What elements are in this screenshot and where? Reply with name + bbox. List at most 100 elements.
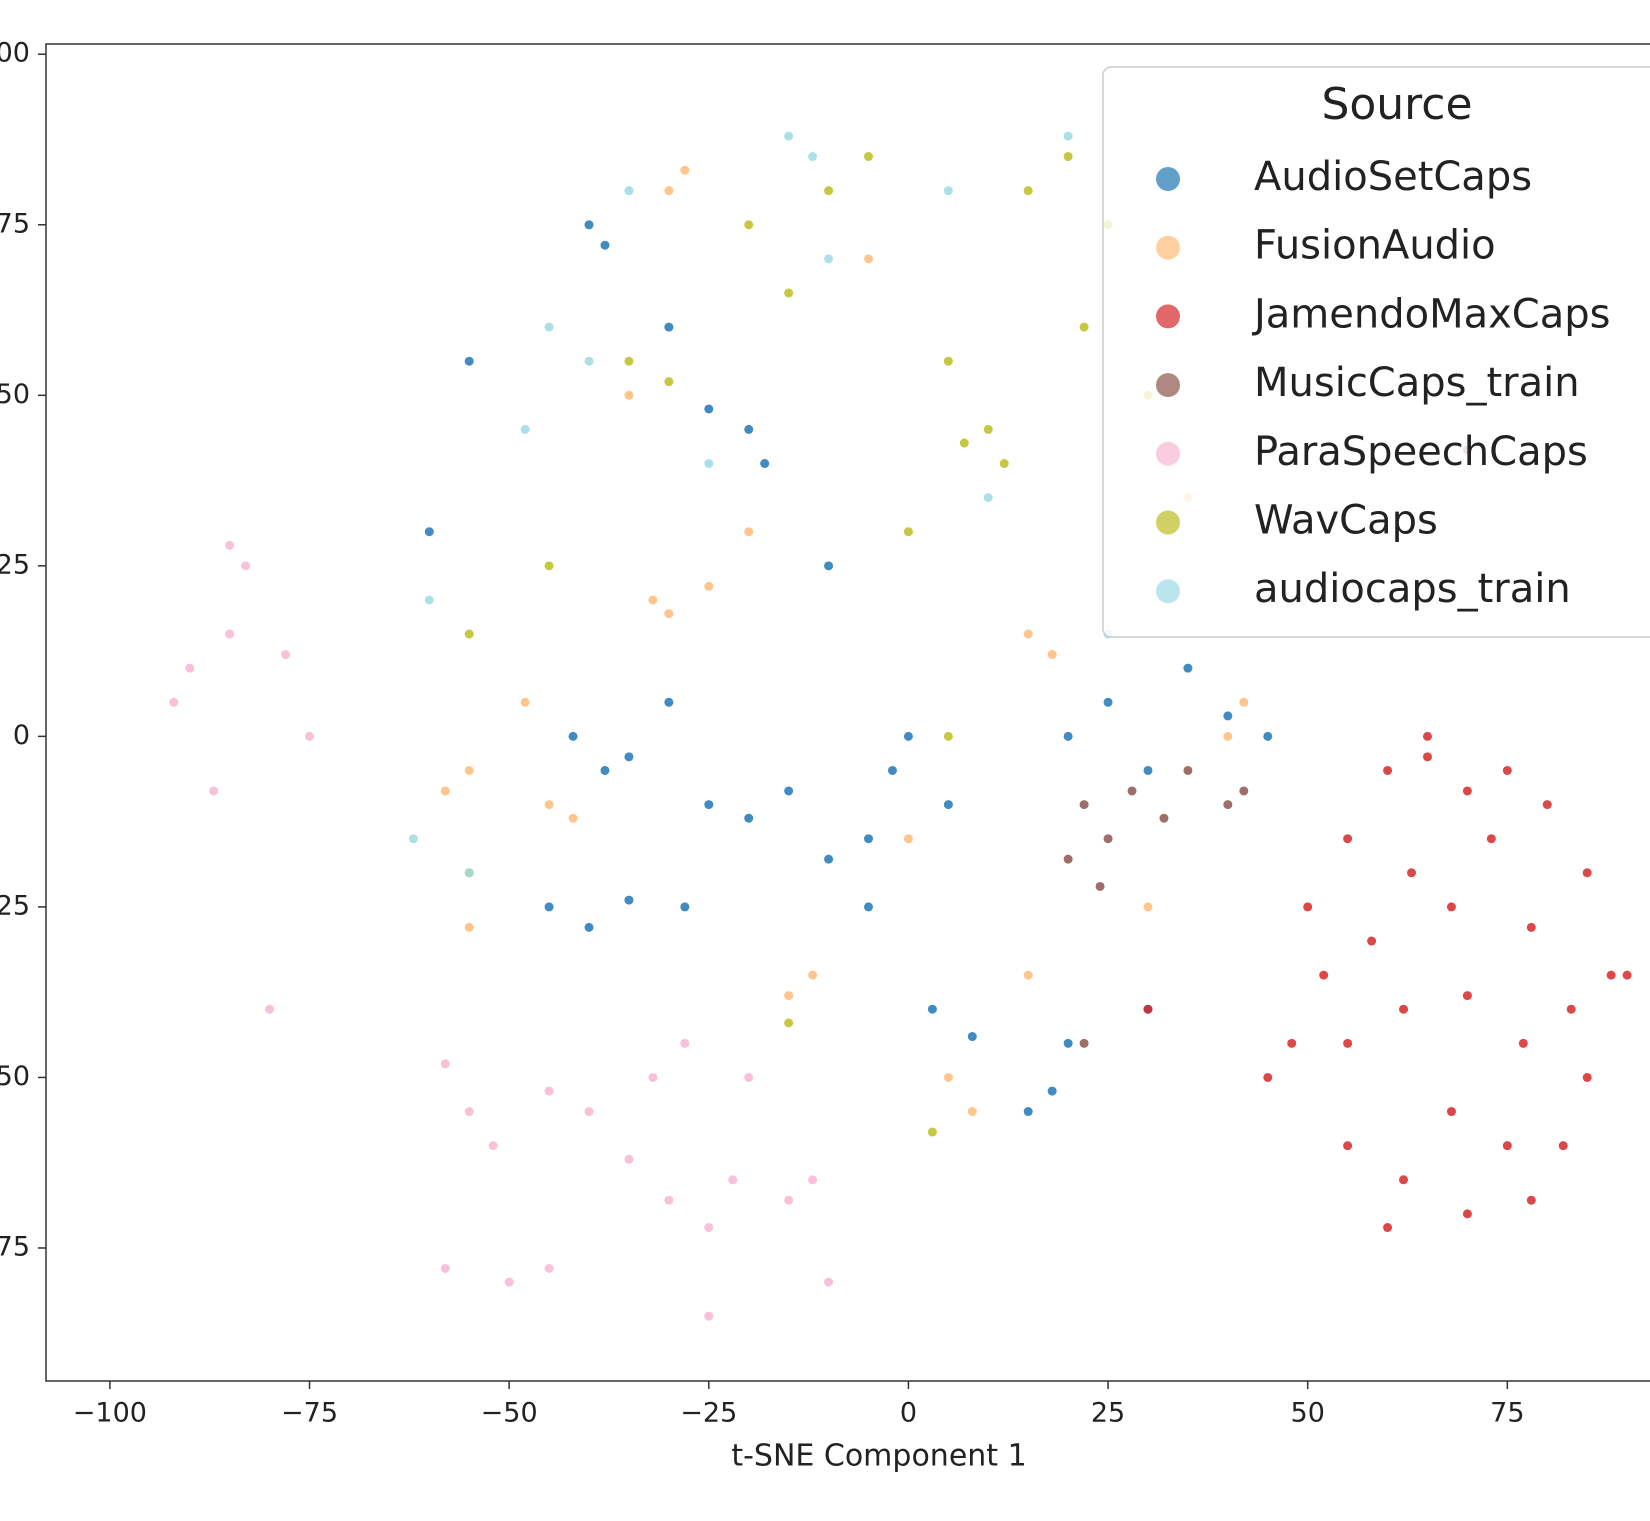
scatter-point bbox=[983, 424, 993, 434]
scatter-point bbox=[680, 902, 690, 912]
scatter-point bbox=[760, 459, 770, 469]
scatter-point bbox=[1582, 868, 1592, 878]
scatter-point bbox=[680, 165, 690, 175]
scatter-point bbox=[464, 629, 474, 639]
legend-marker bbox=[1156, 167, 1180, 191]
legend-label: audiocaps_train bbox=[1254, 566, 1571, 612]
scatter-point bbox=[1526, 922, 1536, 932]
scatter-point bbox=[624, 186, 634, 196]
legend-marker bbox=[1156, 441, 1180, 466]
scatter-point bbox=[568, 731, 578, 741]
y-tick-label: 25 bbox=[0, 549, 30, 580]
scatter-point bbox=[784, 1195, 794, 1205]
scatter-point bbox=[440, 786, 450, 796]
y-tick-label: 100 bbox=[0, 38, 30, 69]
scatter-point bbox=[680, 1038, 690, 1048]
scatter-point bbox=[281, 650, 291, 660]
scatter-point bbox=[744, 527, 754, 537]
scatter-point bbox=[624, 390, 634, 400]
scatter-point bbox=[808, 1175, 818, 1185]
legend-marker bbox=[1156, 579, 1180, 604]
scatter-point bbox=[1063, 152, 1073, 162]
scatter-point bbox=[1023, 970, 1033, 980]
scatter-point bbox=[624, 356, 634, 366]
y-tick-label: −25 bbox=[0, 890, 30, 921]
scatter-point bbox=[967, 1032, 977, 1042]
scatter-point bbox=[1446, 902, 1456, 912]
scatter-point bbox=[1422, 731, 1432, 741]
scatter-point bbox=[424, 595, 434, 605]
scatter-point bbox=[440, 1059, 450, 1069]
scatter-point bbox=[1383, 765, 1393, 775]
plot-frame bbox=[45, 43, 1650, 1382]
scatter-point bbox=[1486, 834, 1496, 844]
scatter-point bbox=[824, 561, 834, 571]
scatter-point bbox=[704, 581, 714, 591]
y-tick-label: −75 bbox=[0, 1231, 30, 1262]
legend-label: MusicCaps_train bbox=[1254, 360, 1580, 406]
scatter-point bbox=[1399, 1004, 1409, 1014]
scatter-point bbox=[1079, 322, 1089, 332]
scatter-point bbox=[943, 731, 953, 741]
scatter-point bbox=[600, 765, 610, 775]
scatter-point bbox=[464, 922, 474, 932]
scatter-point bbox=[1422, 752, 1432, 762]
scatter-point bbox=[1095, 881, 1105, 891]
x-tick-label: −75 bbox=[281, 1398, 338, 1429]
scatter-point bbox=[488, 1141, 498, 1151]
scatter-point bbox=[464, 356, 474, 366]
scatter-point bbox=[1063, 731, 1073, 741]
scatter-point bbox=[225, 540, 235, 550]
scatter-point bbox=[1023, 186, 1033, 196]
scatter-point bbox=[664, 322, 674, 332]
scatter-point bbox=[999, 459, 1009, 469]
scatter-point bbox=[664, 609, 674, 619]
scatter-point bbox=[520, 424, 530, 434]
scatter-point bbox=[1343, 1038, 1353, 1048]
scatter-point bbox=[408, 834, 418, 844]
scatter-point bbox=[903, 731, 913, 741]
scatter-point bbox=[1063, 1038, 1073, 1048]
legend-label: ParaSpeechCaps bbox=[1254, 429, 1588, 475]
scatter-point bbox=[464, 765, 474, 775]
scatter-point bbox=[864, 254, 873, 264]
legend-marker bbox=[1156, 235, 1180, 260]
scatter-point bbox=[1542, 800, 1552, 810]
scatter-point bbox=[744, 220, 754, 230]
legend-marker bbox=[1156, 510, 1180, 535]
scatter-point bbox=[1079, 800, 1089, 810]
scatter-point bbox=[808, 970, 818, 980]
scatter-point bbox=[927, 1004, 937, 1014]
scatter-point bbox=[265, 1004, 275, 1014]
y-tick-label: −50 bbox=[0, 1061, 30, 1092]
scatter-point bbox=[544, 322, 554, 332]
scatter-point bbox=[927, 1127, 937, 1137]
scatter-point bbox=[1462, 991, 1472, 1001]
scatter-point bbox=[664, 697, 674, 707]
scatter-point bbox=[185, 663, 195, 673]
scatter-point bbox=[1143, 902, 1153, 912]
scatter-point bbox=[824, 854, 834, 864]
scatter-point bbox=[225, 629, 235, 639]
scatter-point bbox=[1526, 1195, 1536, 1205]
legend-label: AudioSetCaps bbox=[1254, 154, 1532, 200]
scatter-point bbox=[648, 1072, 658, 1082]
scatter-point bbox=[584, 220, 594, 230]
scatter-point bbox=[1159, 813, 1169, 823]
scatter-point bbox=[1047, 1086, 1057, 1096]
scatter-point bbox=[624, 895, 634, 905]
scatter-point bbox=[1446, 1107, 1456, 1117]
scatter-point bbox=[1023, 629, 1033, 639]
legend-title: Source bbox=[1321, 79, 1472, 130]
y-tick-label: 50 bbox=[0, 379, 30, 410]
scatter-point bbox=[1407, 868, 1417, 878]
scatter-point bbox=[584, 1107, 594, 1117]
scatter-point bbox=[504, 1277, 514, 1287]
scatter-point bbox=[1127, 786, 1137, 796]
scatter-point bbox=[1462, 786, 1472, 796]
scatter-point bbox=[1399, 1175, 1409, 1185]
scatter-point bbox=[1143, 1004, 1153, 1014]
scatter-point bbox=[1223, 731, 1233, 741]
scatter-point bbox=[1367, 936, 1377, 946]
